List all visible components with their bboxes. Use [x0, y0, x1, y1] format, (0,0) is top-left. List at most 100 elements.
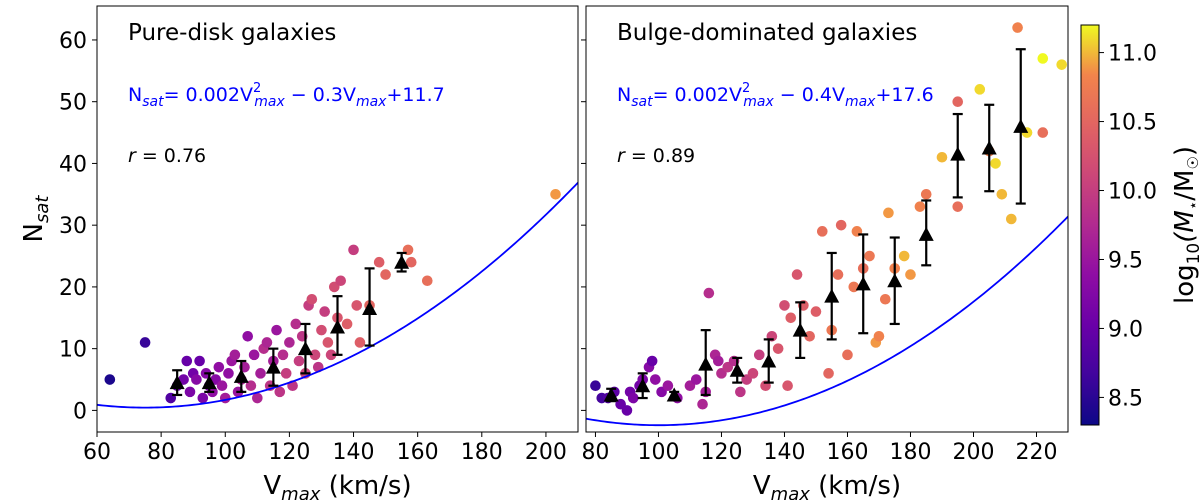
- scatter-point: [248, 349, 260, 361]
- binned-mean-marker: [855, 276, 871, 291]
- scatter-point: [1056, 59, 1067, 70]
- x-tick-label: 80: [147, 440, 175, 465]
- eq-part: N: [617, 84, 631, 106]
- scatter-point: [864, 250, 875, 262]
- scatter-point: [898, 250, 910, 262]
- cb-label-part: (M: [1170, 210, 1200, 243]
- cb-label-sub: 10: [1184, 243, 1200, 265]
- scatter-point: [405, 256, 417, 268]
- colorbar-tick-label: 9.0: [1108, 317, 1143, 342]
- scatter-point: [914, 201, 926, 212]
- binned-mean-marker: [330, 319, 345, 334]
- binned-mean-marker: [362, 301, 378, 316]
- colorbar-tick-label: 11.0: [1108, 42, 1157, 67]
- x-tick-label: 120: [268, 440, 310, 465]
- scatter-point: [920, 189, 932, 200]
- scatter-point: [139, 337, 151, 348]
- binned-mean-marker: [169, 375, 185, 390]
- scatter-point: [690, 374, 702, 385]
- scatter-point: [996, 189, 1008, 200]
- scatter-point: [351, 300, 363, 311]
- eq-sub: sat: [142, 94, 164, 110]
- scatter-point: [974, 84, 986, 95]
- scatter-point: [697, 398, 708, 410]
- scatter-point: [274, 386, 286, 398]
- y-axis-label: Nsat: [19, 195, 53, 243]
- scatter-point: [261, 337, 273, 348]
- scatter-point: [816, 226, 828, 237]
- scatter-point: [804, 331, 815, 342]
- scatter-point: [325, 349, 337, 361]
- binned-mean-marker: [824, 288, 840, 303]
- scatter-point: [650, 374, 661, 385]
- eq-part: − 0.4V: [774, 84, 845, 106]
- scatter-point: [284, 337, 295, 348]
- scatter-point: [242, 331, 254, 342]
- y-tick-label: 20: [59, 276, 87, 301]
- scatter-point: [782, 380, 793, 391]
- scatter-point: [905, 269, 916, 280]
- binned-mean-marker: [265, 359, 281, 374]
- binned-mean-marker: [887, 273, 903, 288]
- x-axis-label: Vmax (km/s): [263, 471, 411, 500]
- eq-sub: max: [845, 94, 876, 110]
- scatter-point: [735, 386, 746, 398]
- binned-mean-marker: [201, 375, 217, 390]
- x-label-sub: max: [281, 484, 321, 500]
- scatter-point: [936, 151, 948, 163]
- scatter-point: [191, 374, 202, 385]
- scatter-point: [255, 368, 266, 379]
- colorbar-tick-label: 8.5: [1108, 386, 1143, 411]
- scatter-point: [348, 244, 359, 256]
- x-tick-label: 140: [763, 440, 805, 465]
- scatter-point: [753, 349, 765, 361]
- y-tick-label: 0: [73, 399, 87, 424]
- scatter-point: [373, 256, 385, 268]
- scatter-point: [713, 355, 724, 367]
- x-label-unit: (km/s): [810, 471, 901, 500]
- binned-mean-marker: [792, 322, 808, 337]
- x-tick-label: 200: [525, 440, 567, 465]
- x-tick-label: 160: [397, 440, 439, 465]
- x-label-unit: (km/s): [320, 471, 411, 500]
- cb-label-part: log: [1170, 264, 1200, 304]
- binned-mean-marker: [635, 378, 651, 393]
- scatter-point: [952, 96, 964, 107]
- binned-mean-marker: [297, 341, 313, 356]
- binned-mean-marker: [950, 146, 966, 161]
- binned-mean-marker: [233, 368, 249, 383]
- x-tick-label: 140: [333, 440, 375, 465]
- binned-mean-marker: [698, 356, 714, 371]
- scatter-point: [194, 355, 205, 367]
- y-tick-label: 50: [59, 91, 87, 116]
- scatter-point: [197, 392, 209, 404]
- eq-part: +11.7: [386, 84, 444, 106]
- scatter-point: [280, 368, 292, 379]
- scatter-point: [316, 324, 327, 336]
- cb-label-sub: ☉: [1184, 156, 1200, 169]
- colorbar-tick-label: 10.5: [1108, 111, 1157, 136]
- scatter-point: [104, 374, 116, 385]
- x-tick-label: 80: [581, 440, 609, 465]
- x-tick-label: 60: [83, 440, 111, 465]
- correlation-label: r = 0.76: [128, 145, 206, 167]
- scatter-point: [772, 343, 784, 354]
- scatter-point: [213, 361, 225, 373]
- scatter-point: [590, 380, 601, 391]
- right-scatter: [590, 22, 1067, 416]
- eq-part: = 0.002V: [653, 84, 742, 106]
- scatter-point: [747, 368, 759, 379]
- fit-equation: Nsat= 0.002V2 max − 0.4Vmax+17.6: [617, 81, 934, 110]
- scatter-point: [322, 337, 334, 348]
- x-axis-label: Vmax (km/s): [753, 471, 901, 500]
- cb-label-part: /M: [1170, 170, 1200, 201]
- r-symbol: r: [128, 145, 137, 167]
- scatter-point: [627, 392, 639, 404]
- scatter-point: [309, 349, 321, 361]
- scatter-point: [1037, 53, 1049, 64]
- right-panel-title: Bulge-dominated galaxies: [617, 20, 917, 46]
- scatter-point: [848, 281, 860, 293]
- scatter-point: [662, 380, 674, 391]
- scatter-point: [810, 306, 822, 317]
